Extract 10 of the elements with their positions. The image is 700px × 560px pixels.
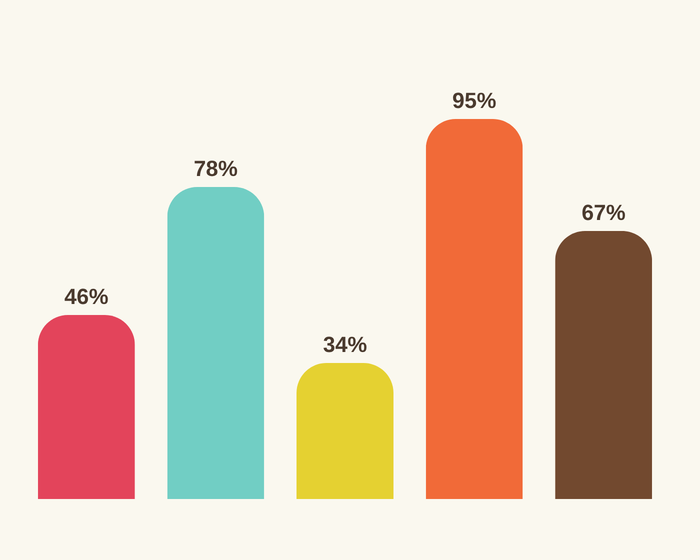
data-label: 78% <box>194 156 238 181</box>
bar <box>167 187 264 499</box>
bar <box>555 231 652 499</box>
bar <box>296 363 394 499</box>
bar <box>426 119 523 499</box>
bar <box>38 315 135 499</box>
data-label: 67% <box>582 200 626 225</box>
data-label: 34% <box>322 332 368 357</box>
data-label: 46% <box>64 284 108 309</box>
data-label: 95% <box>452 88 496 113</box>
